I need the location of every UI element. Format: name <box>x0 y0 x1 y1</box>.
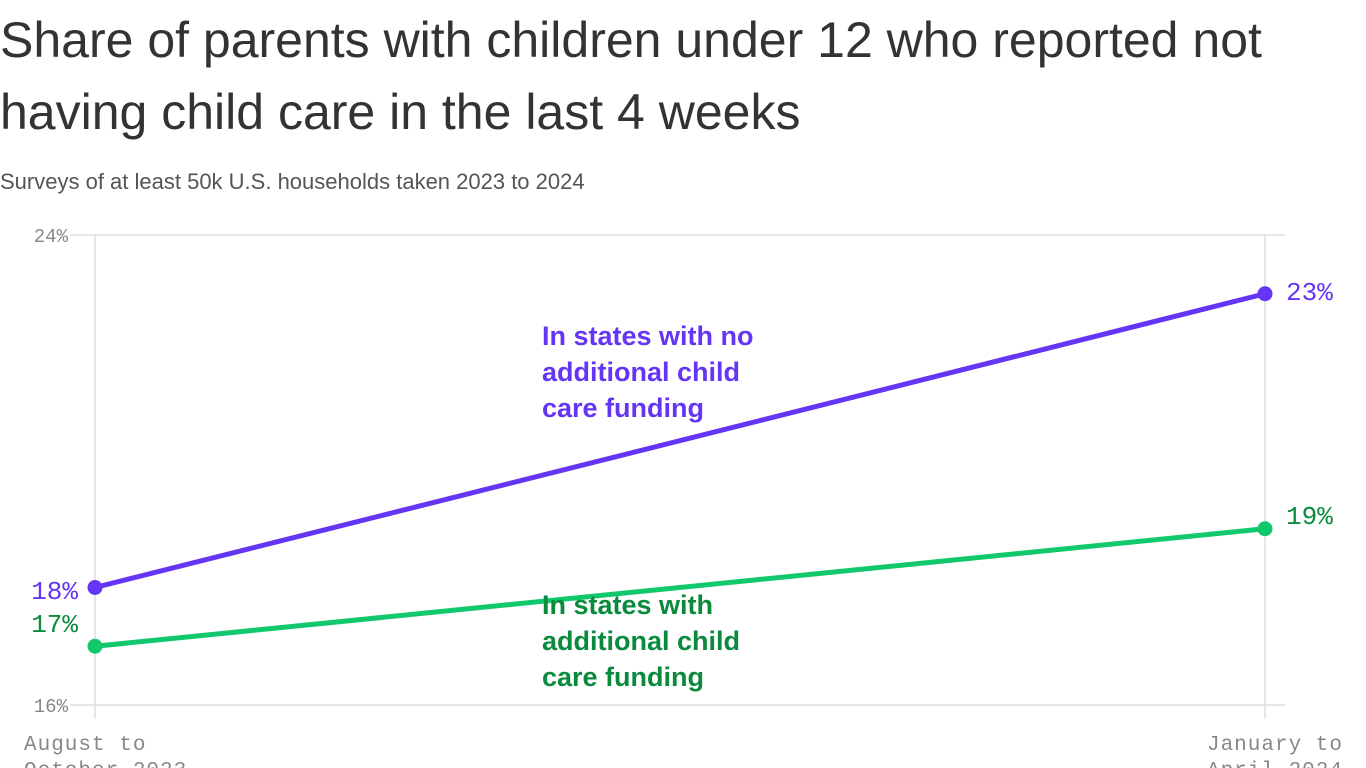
data-point-no_funding <box>1257 286 1273 302</box>
series-annotation-no_funding: additional child <box>542 357 740 387</box>
x-tick-label: April 2024 <box>1207 760 1343 768</box>
series-line-no_funding <box>92 291 1268 590</box>
series-annotation-funding: care funding <box>542 662 704 692</box>
x-tick-label: January to <box>1207 734 1343 757</box>
x-tick-label: August to <box>24 734 146 757</box>
data-point-no_funding <box>87 580 103 595</box>
data-point-funding <box>87 638 103 654</box>
data-label-funding: 17% <box>31 610 78 640</box>
series-annotation-no_funding: care funding <box>542 393 704 423</box>
data-point-funding <box>1257 521 1273 537</box>
series-line-funding <box>92 526 1268 649</box>
series-annotation-funding: In states with <box>542 590 713 620</box>
y-tick-label: 24% <box>34 226 69 248</box>
chart-title: Share of parents with children under 12 … <box>0 12 1262 140</box>
series-annotation-no_funding: In states with no <box>542 321 754 351</box>
data-label-no_funding: 18% <box>31 577 78 607</box>
data-label-no_funding: 23% <box>1286 278 1333 308</box>
series-annotation-funding: additional child <box>542 626 740 656</box>
y-tick-label: 16% <box>34 696 69 718</box>
data-label-funding: 19% <box>1286 502 1333 532</box>
chart-subtitle: Surveys of at least 50k U.S. households … <box>0 169 585 194</box>
x-tick-label: October 2023 <box>24 760 187 768</box>
